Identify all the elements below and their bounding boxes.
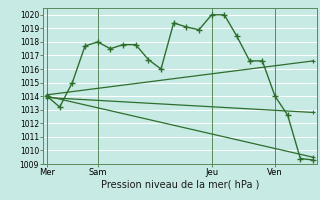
X-axis label: Pression niveau de la mer( hPa ): Pression niveau de la mer( hPa ) [101,180,259,190]
